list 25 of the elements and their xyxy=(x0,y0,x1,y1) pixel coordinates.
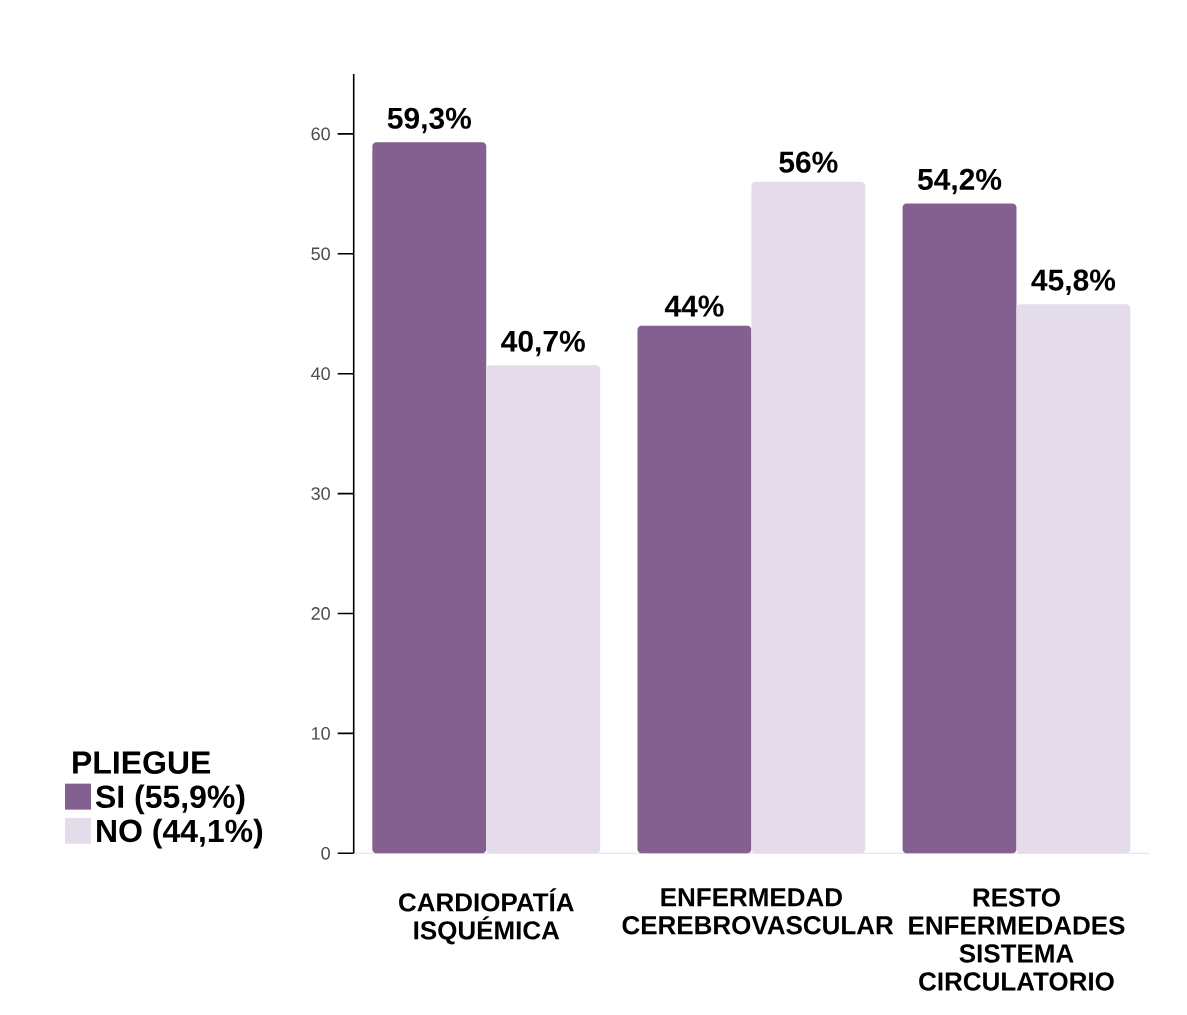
data-label: 59,3% xyxy=(387,107,471,134)
x-tick-label: RESTO ENFERMEDADES SISTEMA CIRCULATORIO xyxy=(909,888,1125,991)
bar xyxy=(372,142,487,854)
y-tick-label: 50 xyxy=(311,247,330,261)
bar xyxy=(751,181,866,854)
bar xyxy=(1016,304,1131,854)
legend-title: PLIEGUE xyxy=(73,751,211,774)
data-label: 44% xyxy=(664,295,724,317)
legend-label: SI (55,9%) xyxy=(95,784,245,815)
data-label: 45,8% xyxy=(1031,269,1116,296)
legend-label: NO (44,1%) xyxy=(97,818,263,849)
bar xyxy=(902,203,1017,854)
y-tick-label: 40 xyxy=(311,367,330,380)
x-tick-label: ENFERMEDAD CEREBROVASCULAR xyxy=(622,888,894,935)
data-label: 56% xyxy=(779,151,838,173)
y-tick-label: 30 xyxy=(311,487,330,500)
data-label: 54,2% xyxy=(917,168,1002,195)
bar xyxy=(486,365,601,854)
y-tick-label: 20 xyxy=(311,607,330,620)
y-tick-label: 0 xyxy=(321,846,330,860)
y-tick-label: 60 xyxy=(311,127,330,141)
data-label: 40,7% xyxy=(501,330,585,357)
y-tick-label: 10 xyxy=(312,726,330,740)
x-tick-label: CARDIOPATÍA ISQUÉMICA xyxy=(399,888,574,945)
bar xyxy=(637,325,752,854)
